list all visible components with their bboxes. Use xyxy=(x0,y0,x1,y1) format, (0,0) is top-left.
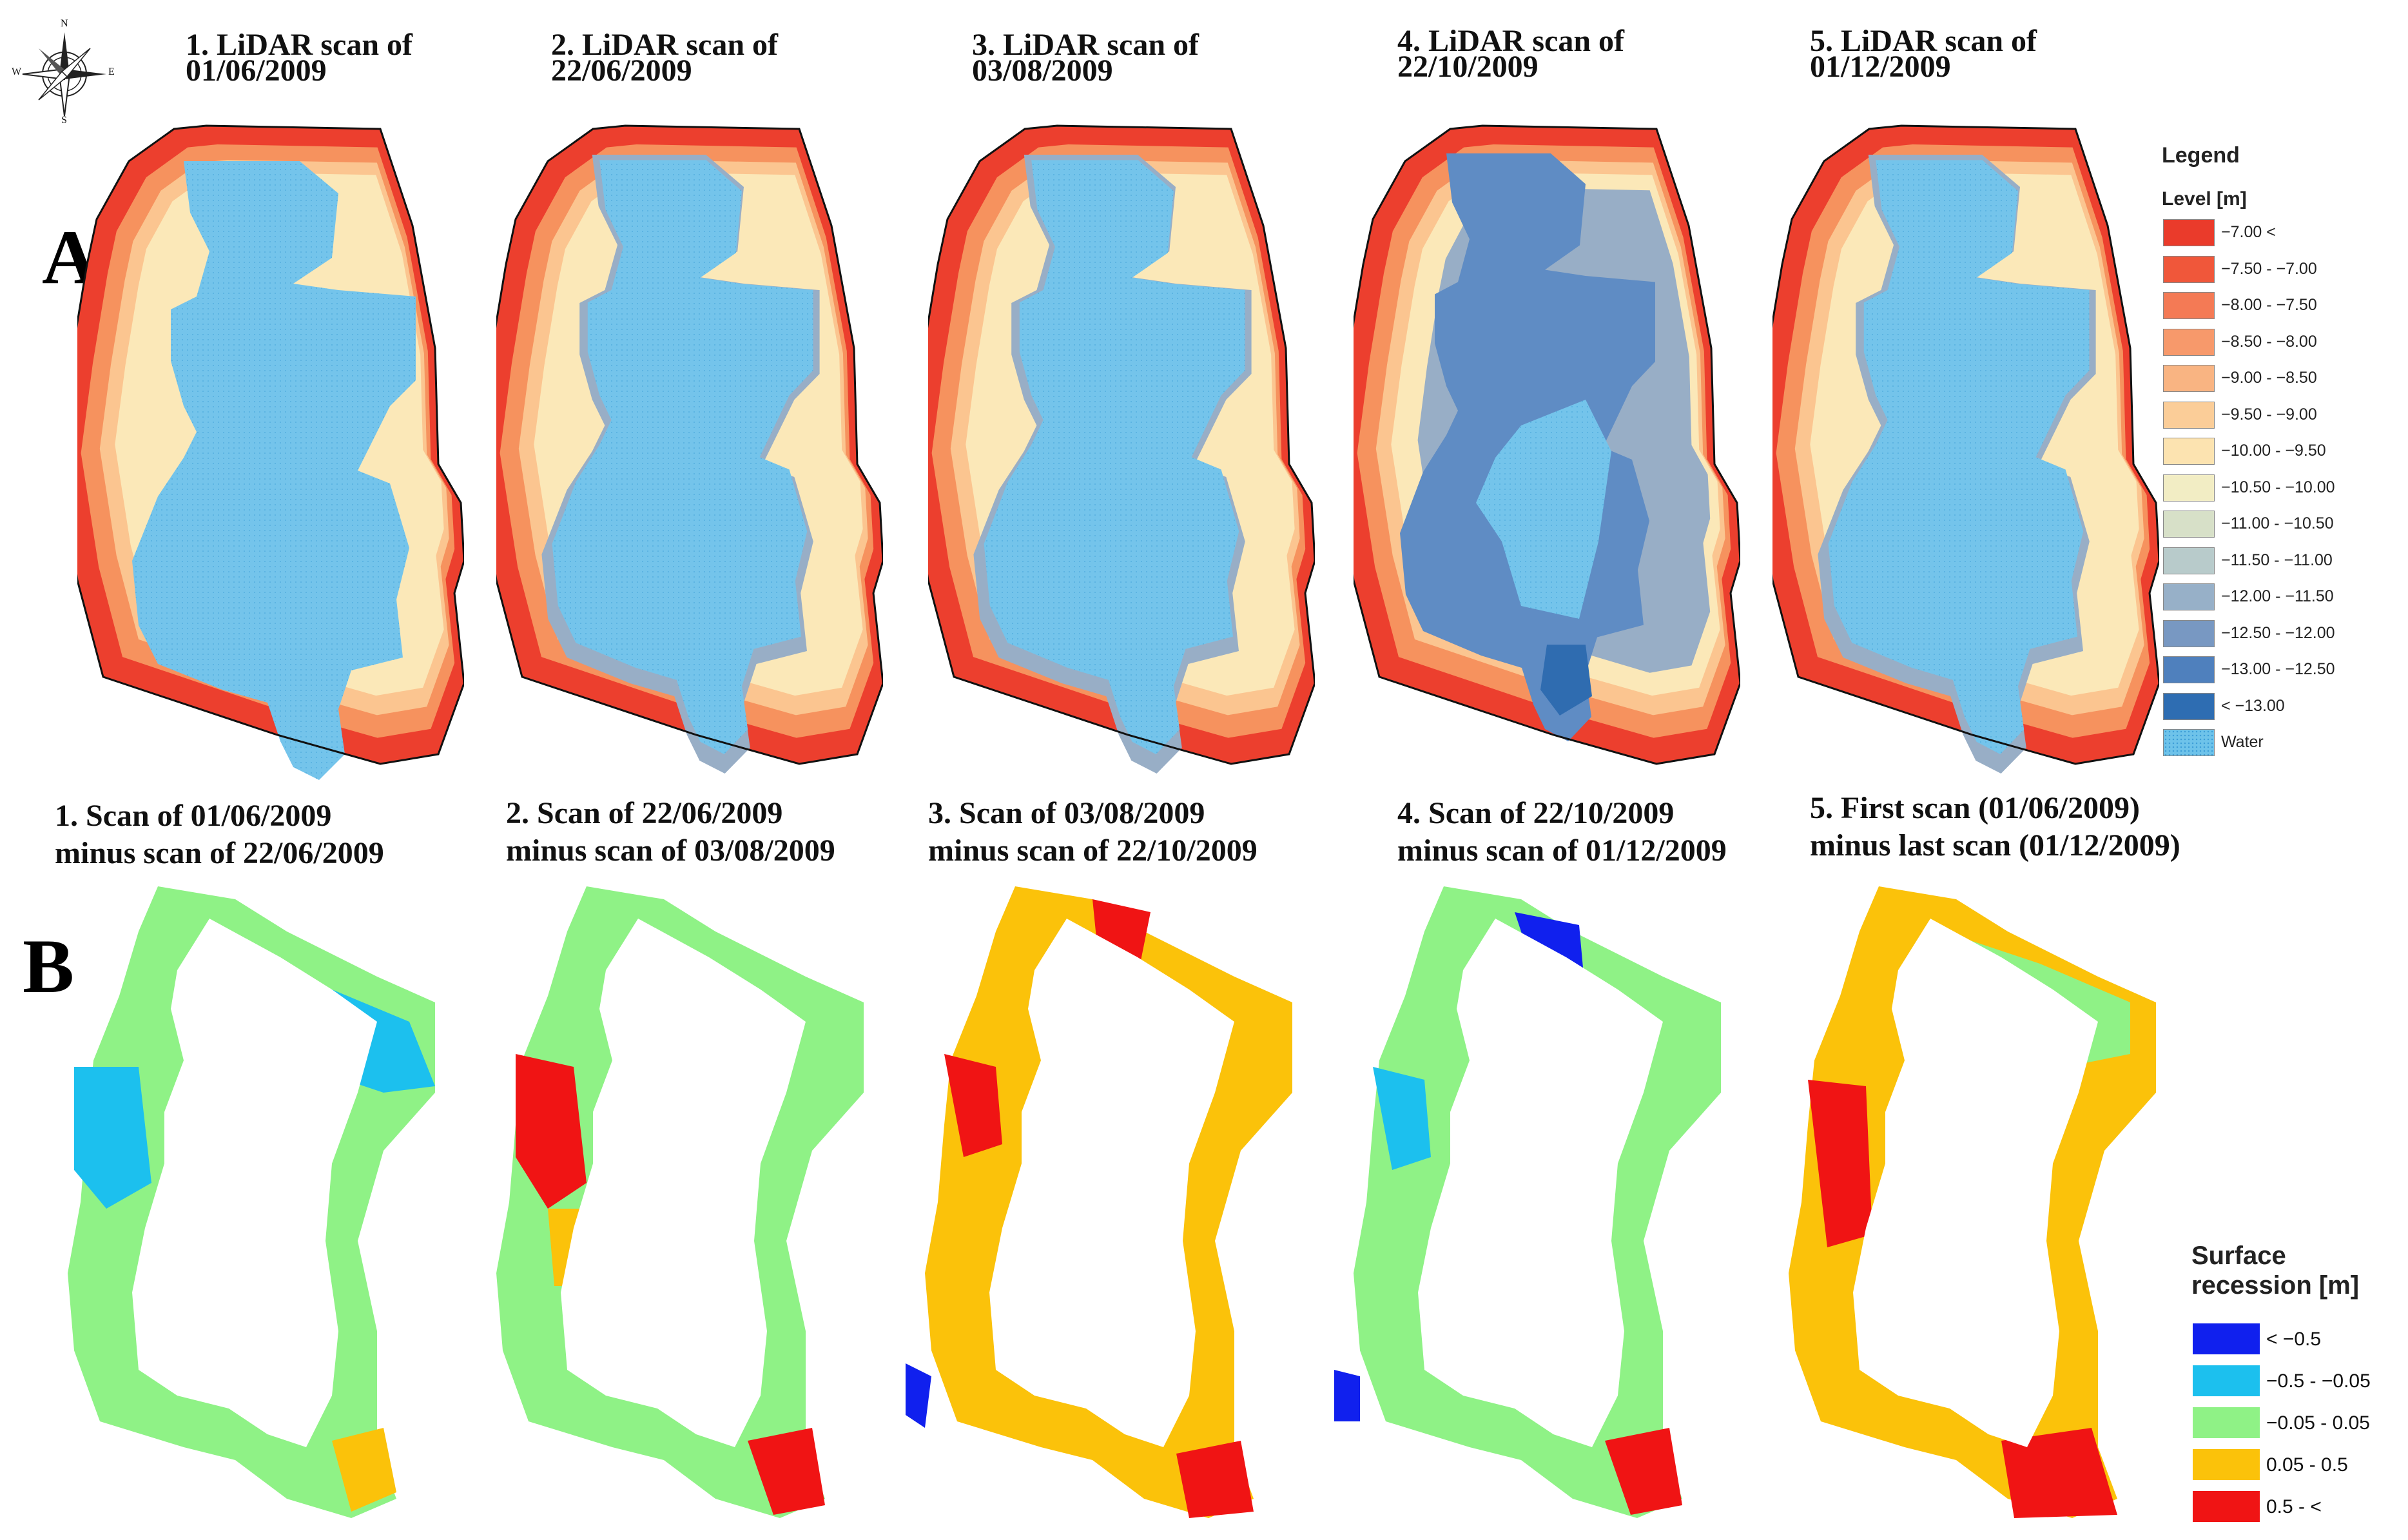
map-water xyxy=(984,160,1245,754)
recession-patch xyxy=(1176,1441,1254,1518)
lidar-map-4 xyxy=(1354,124,1740,765)
panel-b2-title: 2. Scan of 22/06/2009 minus scan of 03/0… xyxy=(506,796,835,868)
compass-rose-icon xyxy=(22,32,106,117)
compass-w: W xyxy=(12,66,22,77)
level-legend-swatch xyxy=(2163,219,2215,246)
level-legend-label: −10.00 - −9.50 xyxy=(2221,442,2326,460)
recession-patch xyxy=(944,1054,1002,1157)
compass-e: E xyxy=(108,66,115,77)
recession-map-2 xyxy=(496,886,864,1518)
recession-patch xyxy=(2001,1428,2117,1518)
level-legend-swatch xyxy=(2163,692,2215,720)
level-legend-swatch xyxy=(2163,255,2215,283)
level-legend-label: −7.00 < xyxy=(2221,223,2276,241)
recession-legend-swatch xyxy=(2193,1323,2260,1354)
level-legend-label: −10.50 - −10.00 xyxy=(2221,478,2335,496)
recession-legend-label: 0.5 - < xyxy=(2266,1496,2322,1517)
recession-legend-label: −0.05 - 0.05 xyxy=(2266,1412,2370,1434)
level-legend-label: −12.00 - −11.50 xyxy=(2221,587,2334,605)
map-outline xyxy=(1354,124,1740,765)
level-legend-label: −9.50 - −9.00 xyxy=(2221,405,2317,424)
level-legend-swatch xyxy=(2163,547,2215,574)
recession-patch xyxy=(748,1428,825,1515)
level-legend-swatch xyxy=(2163,511,2215,538)
panel-a1-title: 1. LiDAR scan of 01/06/2009 xyxy=(186,28,413,88)
recession-legend-label: < −0.5 xyxy=(2266,1329,2322,1350)
recession-patch xyxy=(332,1428,396,1512)
row-label-b: B xyxy=(23,923,75,1009)
level-legend-swatch xyxy=(2163,401,2215,429)
map-deep-spot xyxy=(1540,645,1592,716)
lidar-map-1 xyxy=(77,124,464,780)
level-legend-swatch xyxy=(2163,365,2215,392)
level-legend-swatch xyxy=(2163,619,2215,647)
level-legend-title: Legend xyxy=(2162,143,2240,168)
recession-map-3 xyxy=(906,886,1292,1518)
lidar-map-5 xyxy=(1772,124,2159,774)
level-legend-swatch xyxy=(2163,328,2215,356)
level-legend-swatch xyxy=(2163,729,2215,756)
level-legend-label: −9.00 - −8.50 xyxy=(2221,369,2317,387)
lidar-map-3 xyxy=(928,124,1315,774)
lidar-map-2 xyxy=(496,124,883,774)
recession-patch xyxy=(906,1363,931,1428)
map-outline xyxy=(1772,124,2159,765)
recession-patch xyxy=(1808,1080,1872,1247)
recession-map-5 xyxy=(1789,886,2156,1518)
level-legend-label: Water xyxy=(2221,733,2264,751)
level-legend-label: −8.00 - −7.50 xyxy=(2221,296,2317,314)
panel-b3-title: 3. Scan of 03/08/2009 minus scan of 22/1… xyxy=(928,796,1257,868)
map-water xyxy=(552,160,813,754)
level-legend-label: −7.50 - −7.00 xyxy=(2221,259,2317,278)
level-legend-swatch xyxy=(2163,474,2215,502)
panel-b1-title: 1. Scan of 01/06/2009 minus scan of 22/0… xyxy=(55,799,384,870)
recession-legend-swatch xyxy=(2193,1491,2260,1522)
recession-legend-title: Surface recession [m] xyxy=(2191,1242,2360,1300)
level-legend-label: −13.00 - −12.50 xyxy=(2221,660,2335,678)
compass-n: N xyxy=(61,18,68,29)
panel-a2-title: 2. LiDAR scan of 22/06/2009 xyxy=(551,28,779,88)
level-legend-label: −12.50 - −12.00 xyxy=(2221,623,2335,642)
recession-legend-swatch xyxy=(2193,1449,2260,1480)
compass-s: S xyxy=(61,115,67,126)
recession-patch xyxy=(516,1054,587,1209)
recession-patch xyxy=(1605,1428,1682,1515)
recession-interior xyxy=(989,919,1234,1447)
level-legend-label: < −13.00 xyxy=(2221,696,2285,715)
map-outline xyxy=(928,124,1315,765)
map-water xyxy=(1476,400,1611,619)
level-legend-swatch xyxy=(2163,656,2215,683)
recession-map-1 xyxy=(68,886,435,1518)
recession-interior xyxy=(1853,919,2098,1447)
recession-patch xyxy=(1373,1067,1431,1170)
recession-legend-label: 0.05 - 0.5 xyxy=(2266,1454,2348,1476)
panel-a5-title: 5. LiDAR scan of 01/12/2009 xyxy=(1810,24,2037,84)
map-outline xyxy=(77,124,464,765)
recession-legend-swatch xyxy=(2193,1365,2260,1396)
recession-legend-label: −0.5 - −0.05 xyxy=(2266,1370,2371,1392)
recession-interior xyxy=(561,919,806,1447)
panel-a3-title: 3. LiDAR scan of 03/08/2009 xyxy=(972,28,1199,88)
panel-a4-title: 4. LiDAR scan of 22/10/2009 xyxy=(1397,24,1625,84)
recession-interior xyxy=(132,919,377,1447)
map-outline xyxy=(496,124,883,765)
level-legend-swatch xyxy=(2163,438,2215,465)
recession-legend-swatch xyxy=(2193,1407,2260,1438)
level-legend-label: −8.50 - −8.00 xyxy=(2221,332,2317,351)
level-legend-subtitle: Level [m] xyxy=(2162,188,2247,210)
map-water xyxy=(1828,160,2090,754)
panel-b4-title: 4. Scan of 22/10/2009 minus scan of 01/1… xyxy=(1397,796,1727,868)
level-legend-swatch xyxy=(2163,583,2215,610)
level-legend-swatch xyxy=(2163,292,2215,319)
map-water xyxy=(132,161,416,780)
recession-patch xyxy=(1334,1370,1360,1421)
recession-interior xyxy=(1418,919,1663,1447)
panel-b5-title: 5. First scan (01/06/2009) minus last sc… xyxy=(1810,791,2180,863)
recession-map-4 xyxy=(1334,886,1721,1518)
level-legend-label: −11.50 - −11.00 xyxy=(2221,551,2333,569)
level-legend-label: −11.00 - −10.50 xyxy=(2221,514,2334,532)
recession-patch xyxy=(74,1067,151,1209)
